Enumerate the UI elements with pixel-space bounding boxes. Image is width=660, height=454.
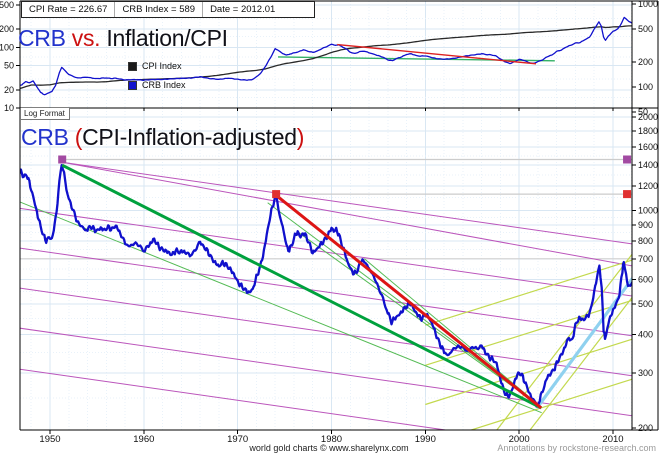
bottom-trendlines xyxy=(20,158,632,430)
svg-text:1600: 1600 xyxy=(638,142,658,152)
top-panel-title: CRB vs. Inflation/CPI xyxy=(18,25,228,52)
svg-text:1970: 1970 xyxy=(227,434,248,445)
bottom-title-close-paren: ) xyxy=(296,124,305,150)
date-readout: Date = 2012.01 xyxy=(210,4,276,15)
legend-crb-label: CRB Index xyxy=(142,80,186,90)
cpi-rate-readout: CPI Rate = 226.67 xyxy=(22,2,116,17)
svg-text:50: 50 xyxy=(4,61,14,71)
bottom-panel-series xyxy=(20,163,632,410)
crb-index-readout: CRB Index = 589 xyxy=(115,2,204,17)
legend-item-cpi: CPI Index xyxy=(128,61,186,71)
svg-text:1000: 1000 xyxy=(638,0,658,9)
bottom-title-body: CPI-Inflation-adjusted xyxy=(82,124,297,150)
svg-text:200: 200 xyxy=(638,57,653,67)
svg-text:100: 100 xyxy=(638,82,653,92)
svg-text:800: 800 xyxy=(638,236,653,246)
svg-text:1400: 1400 xyxy=(638,160,658,170)
top-title-crb: CRB xyxy=(18,25,72,51)
source-credit: world gold charts © www.sharelynx.com xyxy=(249,443,409,453)
red-right-marker xyxy=(623,190,632,199)
axis-labels: 5002001005020101000500200100502000180016… xyxy=(0,0,658,445)
cpi-swatch-icon xyxy=(128,61,137,71)
svg-text:200: 200 xyxy=(638,423,653,433)
legend: CPI Index CRB Index xyxy=(128,61,186,90)
svg-text:1980: 1980 xyxy=(321,434,342,445)
svg-text:900: 900 xyxy=(638,220,653,230)
svg-text:700: 700 xyxy=(638,254,653,264)
svg-text:1000: 1000 xyxy=(638,206,658,216)
svg-text:1200: 1200 xyxy=(638,181,658,191)
svg-text:500: 500 xyxy=(0,0,14,10)
svg-text:500: 500 xyxy=(638,299,653,309)
svg-text:200: 200 xyxy=(0,24,14,34)
svg-text:300: 300 xyxy=(638,368,653,378)
svg-text:20: 20 xyxy=(4,85,14,95)
legend-item-crb: CRB Index xyxy=(128,80,186,90)
svg-text:1990: 1990 xyxy=(415,434,436,445)
svg-text:10: 10 xyxy=(4,103,14,113)
svg-text:2010: 2010 xyxy=(602,434,623,445)
gridlines xyxy=(20,1,633,430)
data-readout: CPI Rate = 226.67 CRB Index = 589 Date =… xyxy=(21,1,315,18)
svg-text:500: 500 xyxy=(638,24,653,34)
svg-text:600: 600 xyxy=(638,275,653,285)
svg-text:50: 50 xyxy=(638,107,648,117)
bottom-title-crb: CRB xyxy=(21,124,75,150)
annotations-credit: Annotations by rockstone-research.com xyxy=(497,443,656,453)
bottom-panel-title: CRB (CPI-Inflation-adjusted) xyxy=(21,124,304,151)
svg-text:1960: 1960 xyxy=(133,434,154,445)
top-panel-series xyxy=(20,16,632,96)
svg-text:1950: 1950 xyxy=(39,434,60,445)
top-title-rest: Inflation/CPI xyxy=(106,25,228,51)
top-title-vs: vs. xyxy=(71,25,107,51)
peak-markers xyxy=(58,155,632,199)
axes xyxy=(16,0,659,434)
log-format-badge: Log Format xyxy=(20,108,70,120)
legend-cpi-label: CPI Index xyxy=(142,61,182,71)
red-1974-peak-marker xyxy=(272,190,281,199)
svg-text:1800: 1800 xyxy=(638,126,658,136)
bottom-title-open-paren: ( xyxy=(74,124,83,150)
svg-text:2000: 2000 xyxy=(638,112,658,122)
crb-swatch-icon xyxy=(128,80,137,90)
purple-right-marker xyxy=(623,155,632,164)
svg-text:100: 100 xyxy=(0,42,14,52)
svg-text:400: 400 xyxy=(638,329,653,339)
svg-text:2000: 2000 xyxy=(509,434,530,445)
purple-1951-peak-marker xyxy=(58,155,67,164)
